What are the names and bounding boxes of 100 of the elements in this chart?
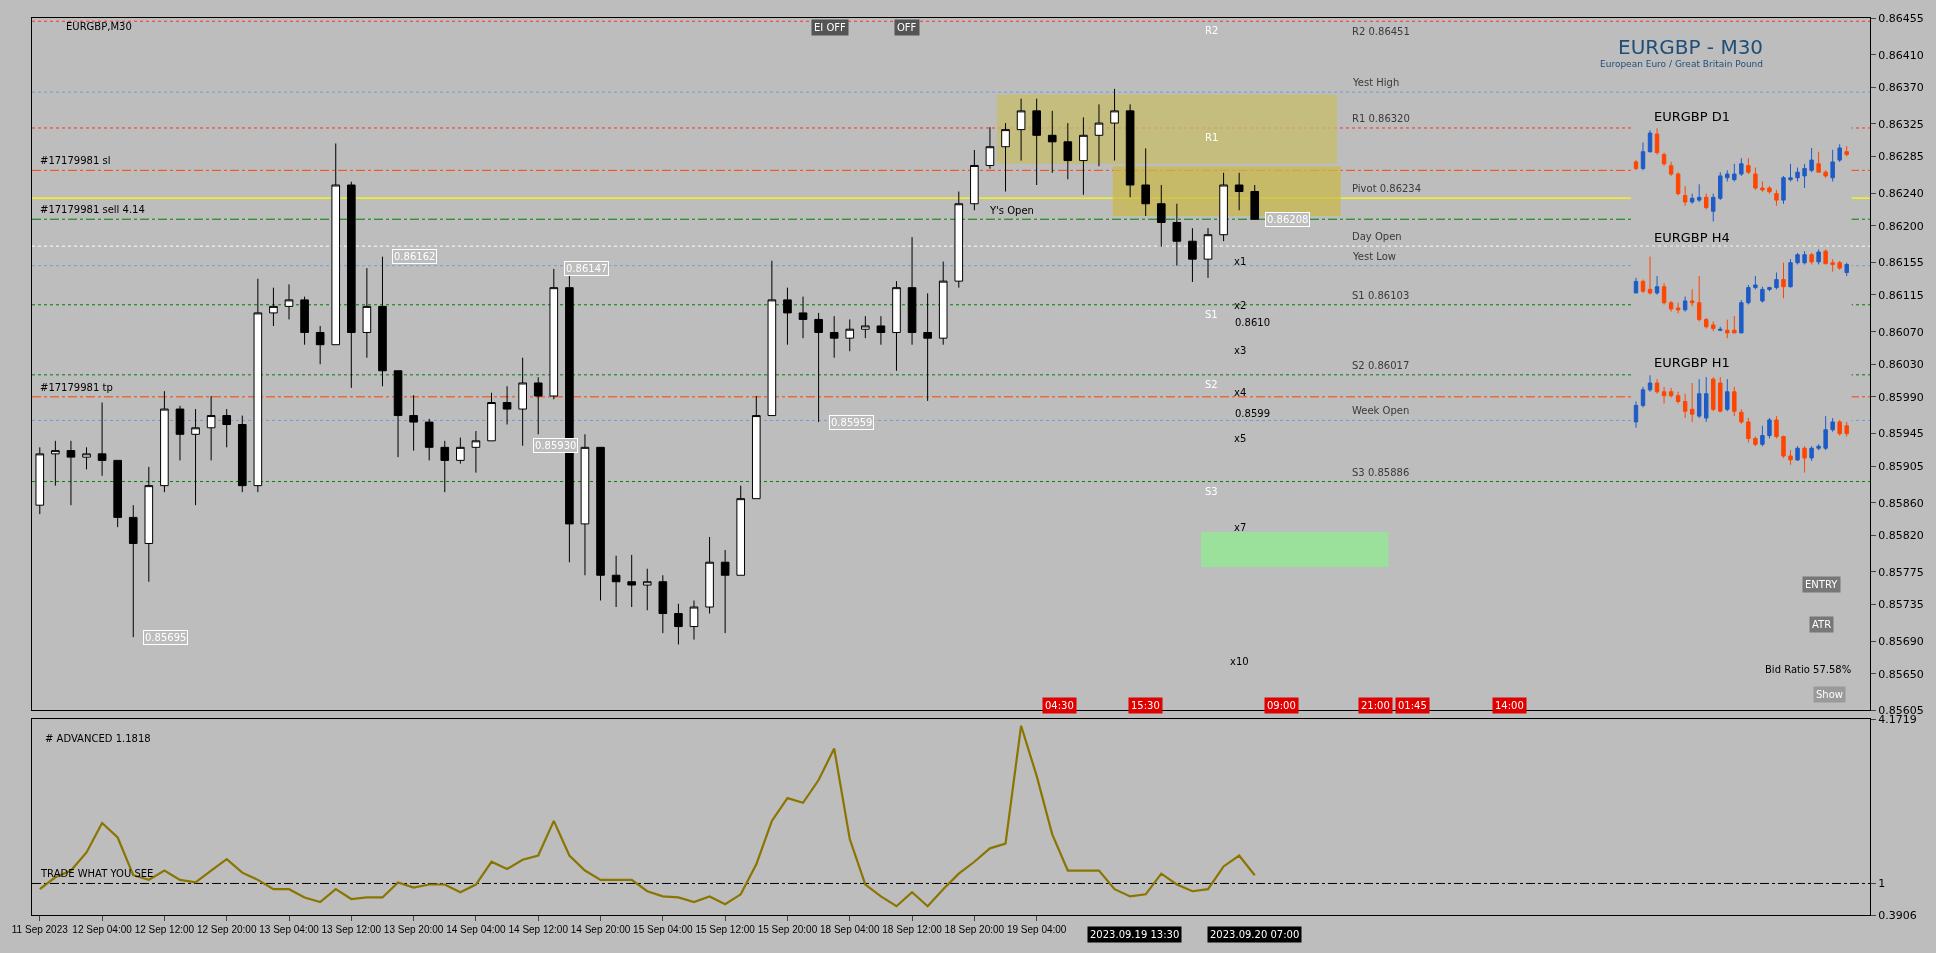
text: # ADVANCED 1.1818 — [45, 733, 151, 744]
candlestick — [1711, 320, 1716, 332]
candlestick — [642, 568, 652, 611]
annotation: 0.85930 — [535, 440, 577, 451]
chart-title: EURGBP H4 — [1654, 230, 1730, 245]
candlestick — [1125, 103, 1135, 198]
candlestick — [1704, 317, 1709, 329]
candlestick — [82, 446, 91, 470]
annotation: S3 — [1205, 486, 1218, 497]
candlestick — [1732, 315, 1737, 334]
candlestick — [1739, 408, 1744, 425]
candlestick — [1141, 147, 1151, 217]
candlestick — [253, 278, 263, 493]
candlestick — [1809, 252, 1814, 266]
y-tick-label: 0.85990 — [1878, 390, 1924, 404]
y-tick-label: 1 — [1878, 877, 1886, 891]
candlestick — [829, 315, 839, 359]
x-tick-label: 19 Sep 04:00 — [1006, 924, 1067, 935]
ref-line-label: S1 0.86103 — [1352, 290, 1410, 301]
y-tick-label: 0.85860 — [1878, 496, 1924, 510]
candlestick — [1675, 391, 1681, 404]
candlestick — [845, 318, 855, 352]
annotation: 0.86147 — [566, 263, 608, 274]
candlestick — [1739, 157, 1744, 177]
annotation: S1 — [1205, 309, 1218, 320]
candlestick — [502, 385, 512, 426]
annotation: EI OFF — [814, 22, 847, 33]
x-tick-label: 13 Sep 04:00 — [259, 924, 320, 935]
candlestick — [814, 312, 823, 423]
y-tick-label: 0.3906 — [1878, 908, 1917, 922]
annotation: 0.86208 — [1267, 214, 1309, 225]
candlestick — [1844, 145, 1849, 157]
candlestick — [144, 466, 154, 583]
x-tick-label: 15 Sep 04:00 — [633, 924, 694, 935]
y-tick-label: 0.85820 — [1878, 529, 1924, 543]
candlestick — [1696, 183, 1702, 203]
candlestick — [284, 283, 294, 320]
y-tick-label: 0.86240 — [1878, 187, 1924, 201]
x-tick-label: 13 Sep 12:00 — [321, 924, 382, 935]
x-tick-label: 15 Sep 20:00 — [757, 924, 818, 935]
annotation: ATR — [1812, 619, 1832, 630]
annotation: ENTRY — [1805, 579, 1839, 590]
annotation: x7 — [1234, 522, 1247, 533]
candlestick — [1788, 258, 1793, 289]
candlestick — [487, 392, 496, 442]
annotation: R2 — [1205, 25, 1219, 36]
annotation: Bid Ratio 57.58% — [1765, 664, 1852, 675]
candlestick — [1704, 193, 1709, 210]
candlestick — [393, 370, 403, 458]
candlestick — [611, 555, 621, 608]
candlestick — [1760, 286, 1765, 304]
candlestick — [1172, 203, 1182, 267]
candlestick — [1746, 284, 1751, 305]
annotation: 15:30 — [1131, 700, 1160, 711]
x-tick-label: 12 Sep 12:00 — [134, 924, 195, 935]
candlestick — [783, 287, 792, 346]
candlestick — [1760, 425, 1765, 447]
ref-line-label: Yest Low — [1352, 251, 1396, 262]
candlestick — [985, 126, 995, 170]
candlestick — [1682, 296, 1688, 313]
chart-title: EURGBP H1 — [1654, 355, 1730, 370]
candlestick — [1661, 386, 1667, 404]
x-tick-label: 12 Sep 04:00 — [72, 924, 133, 935]
annotation: 14:00 — [1495, 700, 1524, 711]
candlestick — [378, 256, 387, 387]
candlestick — [1816, 443, 1821, 451]
x-tick-label: 14 Sep 20:00 — [570, 924, 631, 935]
candlestick — [1837, 260, 1842, 271]
candlestick — [1781, 175, 1786, 205]
candlestick — [1830, 258, 1835, 273]
candlestick — [175, 405, 185, 461]
annotation: x2 — [1234, 300, 1247, 311]
x-tick-label: 11 Sep 2023 — [11, 924, 69, 935]
text: 2023.09.19 13:30 — [1090, 929, 1180, 940]
candlestick — [35, 446, 45, 515]
candlestick — [1633, 159, 1639, 171]
candlestick — [1837, 143, 1842, 163]
candlestick — [1774, 189, 1779, 207]
candlestick — [1647, 129, 1653, 154]
candlestick — [1640, 141, 1646, 171]
annotation: 09:00 — [1267, 700, 1296, 711]
y-tick-label: 0.85905 — [1878, 459, 1924, 473]
candlestick — [689, 600, 699, 641]
candlestick — [876, 315, 886, 346]
annotation: Y's Open — [989, 205, 1034, 216]
candlestick — [938, 261, 948, 346]
x-tick-label: 18 Sep 12:00 — [882, 924, 943, 935]
candlestick — [471, 430, 481, 474]
candlestick — [1704, 376, 1709, 423]
candlestick — [1753, 436, 1758, 447]
candlestick — [518, 357, 527, 447]
candlestick — [1753, 167, 1758, 191]
candlestick — [456, 437, 465, 465]
y-tick-label: 0.86410 — [1878, 48, 1924, 62]
candlestick — [1795, 252, 1800, 266]
candlestick — [1661, 152, 1667, 167]
candlestick — [1156, 184, 1166, 248]
ref-line-label: Week Open — [1352, 405, 1410, 416]
annotation: x5 — [1234, 433, 1247, 444]
candlestick — [1718, 376, 1723, 413]
